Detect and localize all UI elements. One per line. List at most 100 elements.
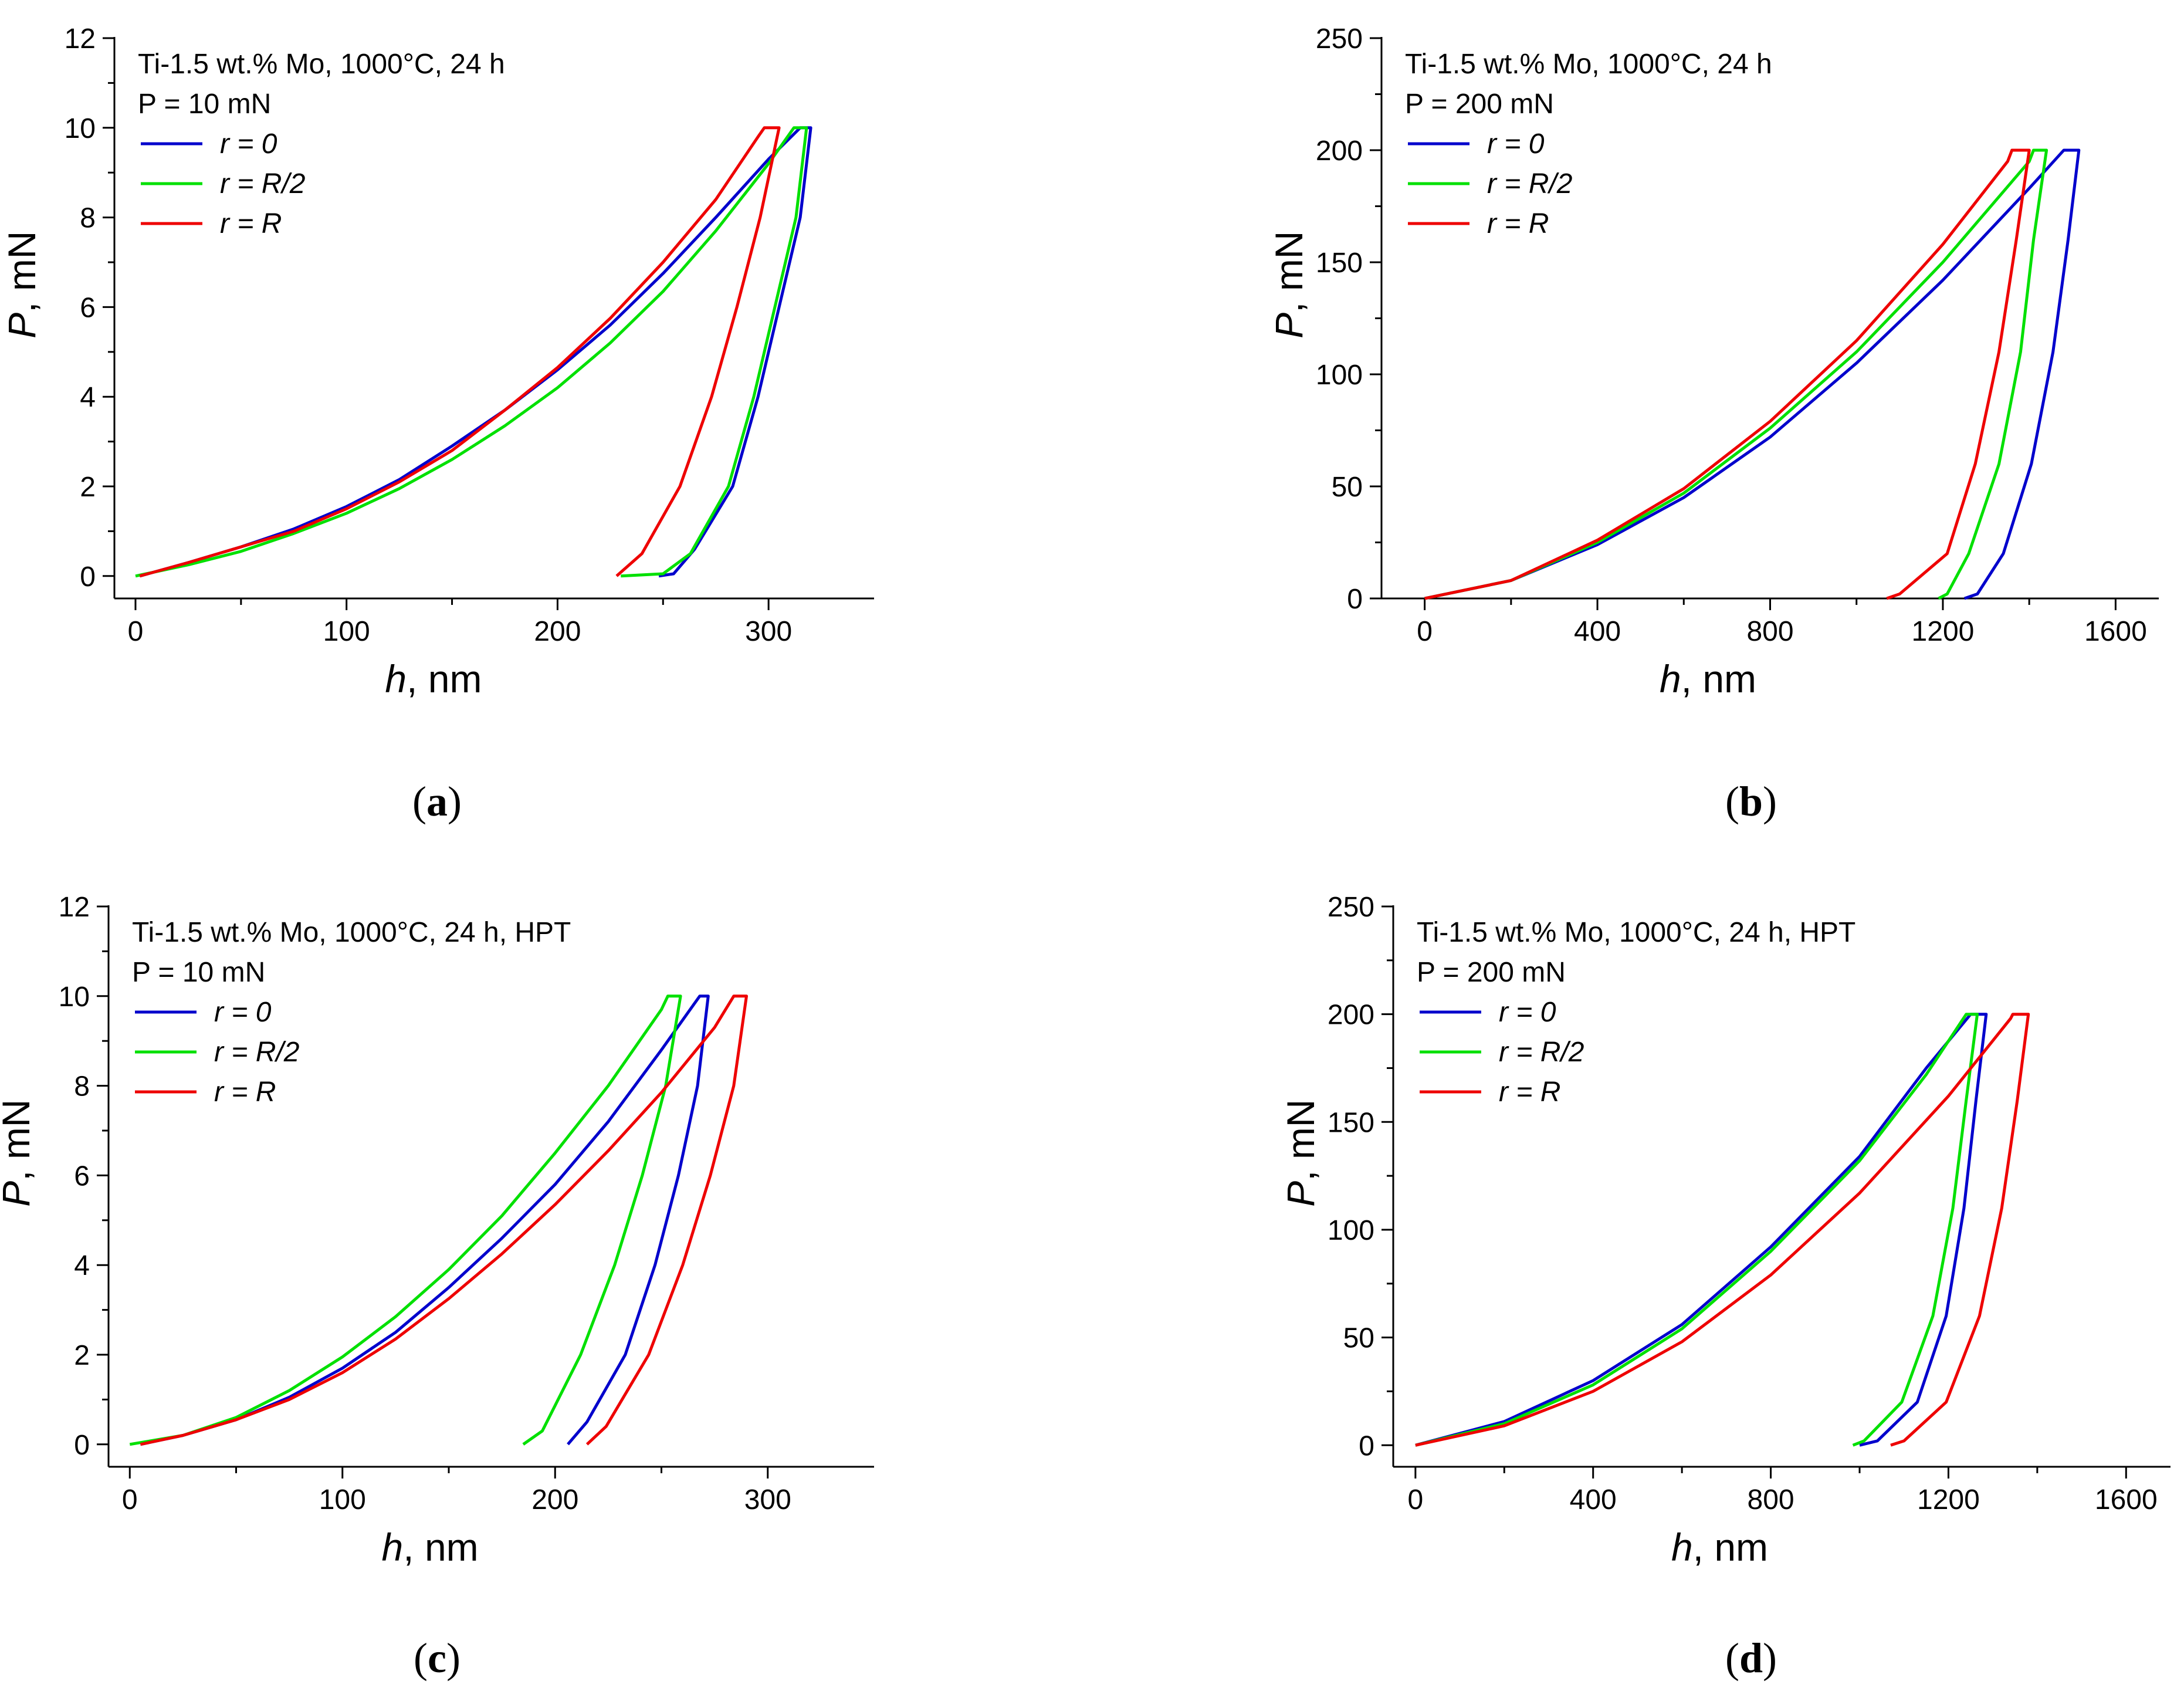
series-line-r-full	[139, 126, 781, 578]
y-axis-title: P, mN	[0, 1099, 38, 1207]
y-tick-label: 250	[1316, 23, 1363, 55]
x-axis-symbol: h	[382, 1525, 404, 1569]
x-tick-label: 400	[1574, 616, 1621, 647]
legend-label: r = R	[1499, 1077, 1560, 1108]
y-tick-label: 6	[74, 1161, 90, 1192]
legend-label: r = R	[220, 208, 282, 239]
panel-caption: (a)	[412, 778, 462, 825]
y-tick-label: 6	[80, 292, 96, 323]
series-line-r0	[140, 994, 710, 1446]
series-line-r-full	[1415, 1013, 2030, 1447]
y-tick-label: 0	[74, 1430, 90, 1461]
caption-open-paren: (	[1725, 1635, 1739, 1682]
y-tick-label: 12	[59, 892, 90, 923]
caption-open-paren: (	[414, 1635, 428, 1682]
x-axis-unit: , nm	[407, 657, 482, 701]
annotation-line: P = 200 mN	[1417, 957, 1566, 988]
panel-caption: (d)	[1725, 1635, 1777, 1682]
panel-b: 0 400 800 1200 1600 0 50 100 150 200 250 h, nm P, mN…	[1267, 23, 2159, 825]
y-tick-label: 200	[1328, 1000, 1374, 1031]
x-tick-label: 800	[1746, 616, 1793, 647]
legend-label: r = R/2	[1487, 168, 1572, 199]
y-tick-label: 10	[59, 982, 90, 1013]
legend-label: r = 0	[1499, 997, 1556, 1028]
y-tick-label: 4	[74, 1250, 90, 1281]
y-tick-label: 150	[1316, 248, 1363, 279]
x-tick-label: 0	[128, 616, 144, 647]
series-line-r-half	[1415, 1013, 1979, 1447]
annotation-line: P = 10 mN	[138, 89, 271, 120]
series-line-r-half	[129, 994, 682, 1446]
y-axis-symbol: P	[1267, 313, 1311, 339]
annotation-line: P = 200 mN	[1405, 89, 1554, 120]
x-tick-label: 0	[1417, 616, 1433, 647]
x-tick-label: 100	[323, 616, 370, 647]
y-tick-label: 50	[1343, 1323, 1374, 1354]
x-tick-label: 800	[1748, 1484, 1794, 1515]
series-line-r-full	[140, 994, 748, 1446]
series-line-r0	[139, 126, 812, 578]
legend-label: r = R	[1487, 208, 1549, 239]
caption-open-paren: (	[1725, 778, 1739, 825]
y-tick-label: 100	[1328, 1215, 1374, 1246]
x-tick-label: 1600	[2095, 1484, 2158, 1515]
x-axis-title: h, nm	[1671, 1525, 1768, 1569]
annotation-line: Ti-1.5 wt.% Mo, 1000°C, 24 h	[138, 49, 505, 80]
y-axis-title: P, mN	[0, 231, 43, 339]
legend-label: r = R	[214, 1077, 276, 1108]
legend-label: r = R/2	[1499, 1037, 1584, 1068]
x-tick-label: 200	[534, 616, 581, 647]
y-tick-label: 12	[65, 23, 96, 55]
series-line-r-half	[1424, 148, 2048, 600]
series-line-r0	[1424, 148, 2081, 600]
y-tick-label: 8	[74, 1071, 90, 1102]
x-axis-title: h, nm	[382, 1525, 479, 1569]
y-tick-label: 200	[1316, 136, 1363, 167]
series-line-r-full	[1424, 148, 2031, 600]
caption-close-paren: )	[448, 778, 462, 825]
y-tick-label: 2	[80, 472, 96, 503]
panel-caption: (b)	[1725, 778, 1777, 825]
y-axis-title: P, mN	[1279, 1099, 1322, 1207]
legend-label: r = R/2	[220, 168, 305, 199]
series-line-r-half	[135, 126, 808, 578]
legend-label: r = 0	[214, 997, 272, 1028]
y-tick-label: 250	[1328, 892, 1374, 923]
y-tick-label: 4	[80, 382, 96, 413]
panel-c: 0 100 200 300 0 2 4 6 8 10 12 h, nm P, mN Ti-1.5 wt.%…	[0, 892, 874, 1682]
y-tick-label: 0	[1359, 1430, 1374, 1461]
annotation-line: Ti-1.5 wt.% Mo, 1000°C, 24 h, HPT	[1417, 917, 1855, 948]
x-axis-title: h, nm	[1660, 657, 1756, 701]
caption-close-paren: )	[1763, 778, 1777, 825]
caption-letter: a	[426, 778, 448, 825]
x-axis-unit: , nm	[1693, 1525, 1768, 1569]
x-tick-label: 100	[319, 1484, 366, 1515]
caption-letter: b	[1739, 778, 1763, 825]
caption-close-paren: )	[1763, 1635, 1777, 1682]
x-tick-label: 0	[1408, 1484, 1424, 1515]
y-tick-label: 10	[65, 113, 96, 144]
y-tick-label: 0	[1347, 584, 1363, 615]
caption-letter: d	[1739, 1635, 1763, 1682]
y-tick-label: 50	[1332, 472, 1363, 503]
legend-label: r = R/2	[214, 1037, 299, 1068]
y-tick-label: 2	[74, 1340, 90, 1371]
x-tick-label: 1200	[1917, 1484, 1980, 1515]
y-axis-symbol: P	[0, 313, 43, 339]
panel-caption: (c)	[414, 1635, 460, 1682]
x-axis-title: h, nm	[385, 657, 482, 701]
y-tick-label: 0	[80, 561, 96, 593]
x-axis-unit: , nm	[403, 1525, 478, 1569]
caption-letter: c	[428, 1635, 446, 1682]
legend-label: r = 0	[220, 128, 277, 160]
annotation-line: Ti-1.5 wt.% Mo, 1000°C, 24 h, HPT	[132, 917, 571, 948]
caption-open-paren: (	[412, 778, 426, 825]
y-axis-unit: , mN	[0, 1099, 38, 1181]
y-axis-symbol: P	[0, 1181, 38, 1207]
y-axis-symbol: P	[1279, 1181, 1322, 1207]
x-axis-unit: , nm	[1681, 657, 1756, 701]
y-axis-title: P, mN	[1267, 231, 1311, 339]
x-tick-label: 300	[744, 1484, 791, 1515]
x-tick-label: 200	[531, 1484, 578, 1515]
